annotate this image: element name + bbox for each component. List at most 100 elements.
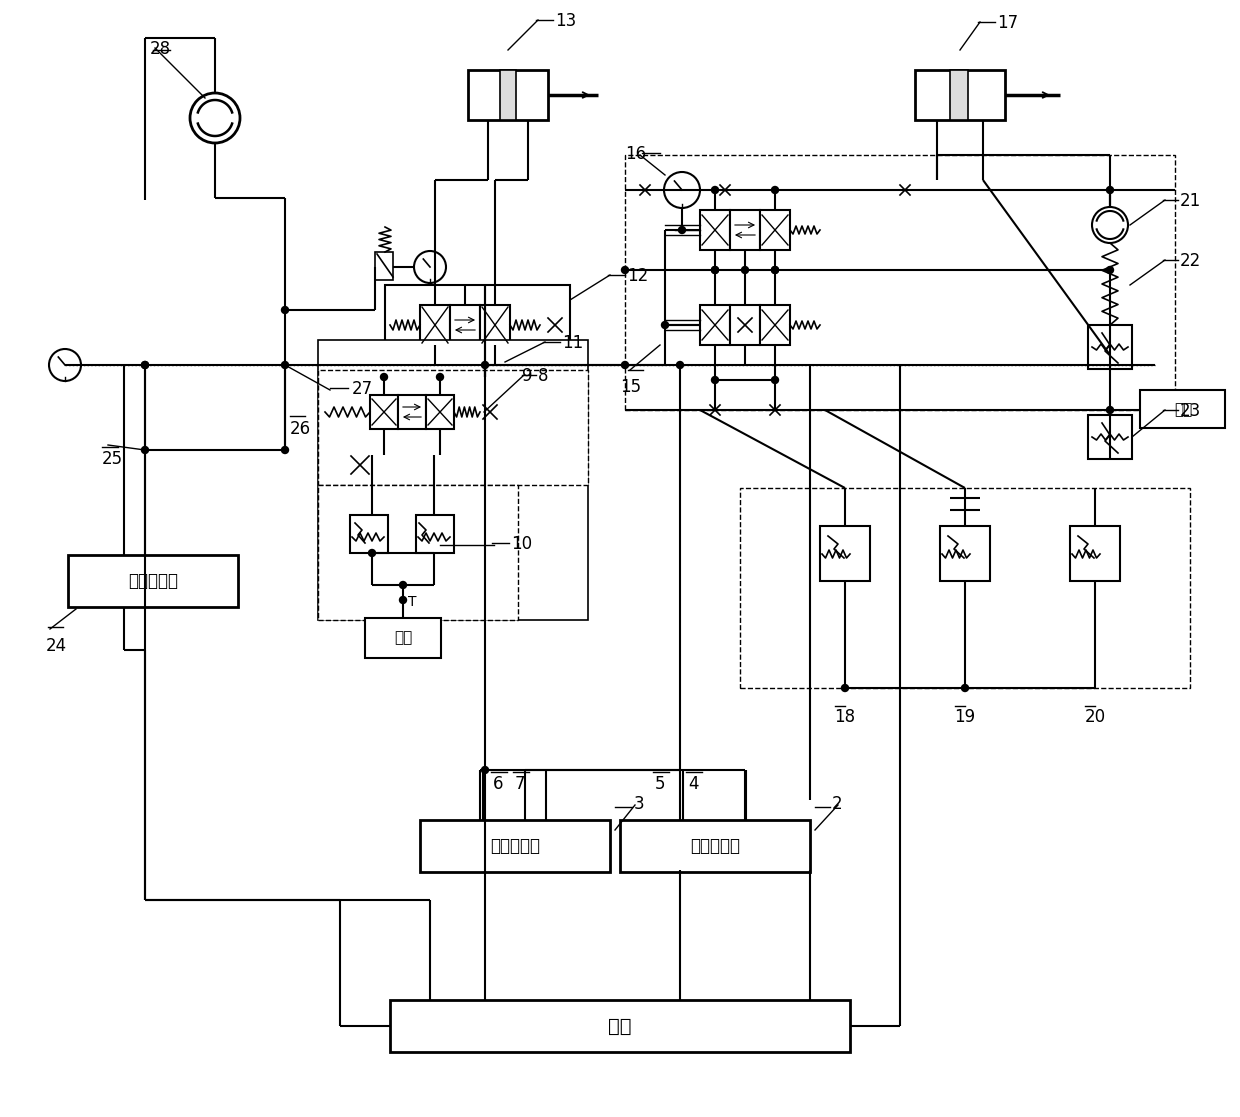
Bar	[415, 515, 454, 553]
Circle shape	[1106, 267, 1114, 274]
Bar	[625, 155, 1176, 410]
Circle shape	[481, 362, 489, 369]
Text: 22: 22	[1180, 252, 1202, 270]
Bar	[317, 370, 588, 485]
Circle shape	[771, 187, 779, 193]
Circle shape	[771, 267, 779, 274]
Text: 6: 6	[494, 775, 503, 793]
Bar	[950, 70, 968, 120]
Circle shape	[742, 267, 749, 274]
Text: 3: 3	[634, 795, 645, 813]
Bar	[420, 820, 610, 872]
Bar	[500, 70, 516, 120]
Text: 油箱: 油箱	[394, 630, 412, 646]
Text: 17: 17	[997, 15, 1018, 32]
Bar	[420, 305, 450, 345]
Text: T: T	[408, 595, 417, 609]
Circle shape	[141, 362, 149, 369]
Text: 23: 23	[1180, 402, 1202, 420]
Text: 油箱: 油箱	[1174, 402, 1192, 418]
Bar	[940, 526, 990, 581]
Circle shape	[661, 322, 668, 328]
Text: 泵站: 泵站	[609, 1016, 631, 1035]
Text: 19: 19	[955, 708, 976, 726]
Circle shape	[368, 550, 376, 556]
Bar	[480, 305, 510, 345]
Bar	[427, 395, 454, 429]
Circle shape	[677, 362, 683, 369]
Circle shape	[481, 766, 489, 773]
Bar	[760, 305, 790, 345]
Text: 27: 27	[352, 380, 373, 398]
Bar	[317, 485, 518, 620]
Bar	[68, 555, 238, 607]
Bar	[391, 1000, 849, 1052]
Circle shape	[806, 362, 813, 369]
Text: 28: 28	[150, 40, 171, 58]
Circle shape	[677, 362, 683, 369]
Text: 10: 10	[511, 535, 532, 553]
Bar	[384, 285, 570, 365]
Text: 13: 13	[556, 12, 577, 30]
Circle shape	[281, 362, 289, 369]
Bar	[701, 305, 730, 345]
Text: 7: 7	[515, 775, 526, 793]
Bar	[760, 210, 790, 250]
Bar	[1087, 416, 1132, 459]
Text: 11: 11	[562, 334, 583, 352]
Circle shape	[678, 227, 686, 233]
Text: 4: 4	[688, 775, 698, 793]
Circle shape	[281, 306, 289, 314]
Bar	[730, 210, 760, 250]
Bar	[730, 305, 760, 345]
Bar	[365, 618, 441, 658]
Circle shape	[621, 267, 629, 274]
Bar	[620, 820, 810, 872]
Circle shape	[141, 447, 149, 454]
Text: 16: 16	[625, 145, 646, 163]
Text: 冲击换向阀: 冲击换向阀	[490, 837, 539, 855]
Circle shape	[712, 267, 718, 274]
Circle shape	[961, 685, 968, 691]
Bar	[317, 340, 588, 620]
Bar	[740, 488, 1190, 688]
Text: 21: 21	[1180, 192, 1202, 210]
Bar	[370, 395, 398, 429]
Text: 15: 15	[620, 378, 641, 397]
Circle shape	[436, 373, 444, 381]
Circle shape	[399, 596, 407, 603]
Text: 12: 12	[627, 267, 649, 285]
Circle shape	[621, 362, 629, 369]
Bar	[398, 395, 427, 429]
Circle shape	[1106, 407, 1114, 413]
Circle shape	[771, 376, 779, 383]
Circle shape	[399, 582, 407, 589]
Circle shape	[712, 187, 718, 193]
Circle shape	[281, 447, 289, 454]
Bar	[450, 305, 480, 345]
Circle shape	[712, 376, 718, 383]
Text: 5: 5	[655, 775, 666, 793]
Text: 旋转换向阀: 旋转换向阀	[128, 572, 179, 590]
Text: 25: 25	[102, 450, 123, 468]
Bar	[1070, 526, 1120, 581]
Bar	[467, 70, 548, 120]
Text: 9: 9	[522, 367, 532, 385]
Circle shape	[842, 685, 848, 691]
Bar	[374, 252, 393, 280]
Circle shape	[141, 362, 149, 369]
Bar	[915, 70, 1004, 120]
Circle shape	[381, 373, 387, 381]
Text: 18: 18	[835, 708, 856, 726]
Text: 26: 26	[290, 420, 311, 438]
Text: 24: 24	[46, 637, 67, 655]
Bar	[820, 526, 870, 581]
Bar	[350, 515, 388, 553]
Text: 进给换向阀: 进给换向阀	[689, 837, 740, 855]
Text: 20: 20	[1085, 708, 1106, 726]
Circle shape	[481, 362, 489, 369]
Text: 2: 2	[832, 795, 843, 813]
Bar	[701, 210, 730, 250]
Circle shape	[771, 267, 779, 274]
Bar	[1087, 325, 1132, 369]
